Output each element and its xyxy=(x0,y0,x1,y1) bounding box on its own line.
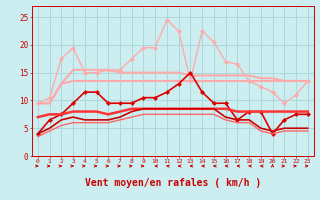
X-axis label: Vent moyen/en rafales ( km/h ): Vent moyen/en rafales ( km/h ) xyxy=(85,178,261,188)
